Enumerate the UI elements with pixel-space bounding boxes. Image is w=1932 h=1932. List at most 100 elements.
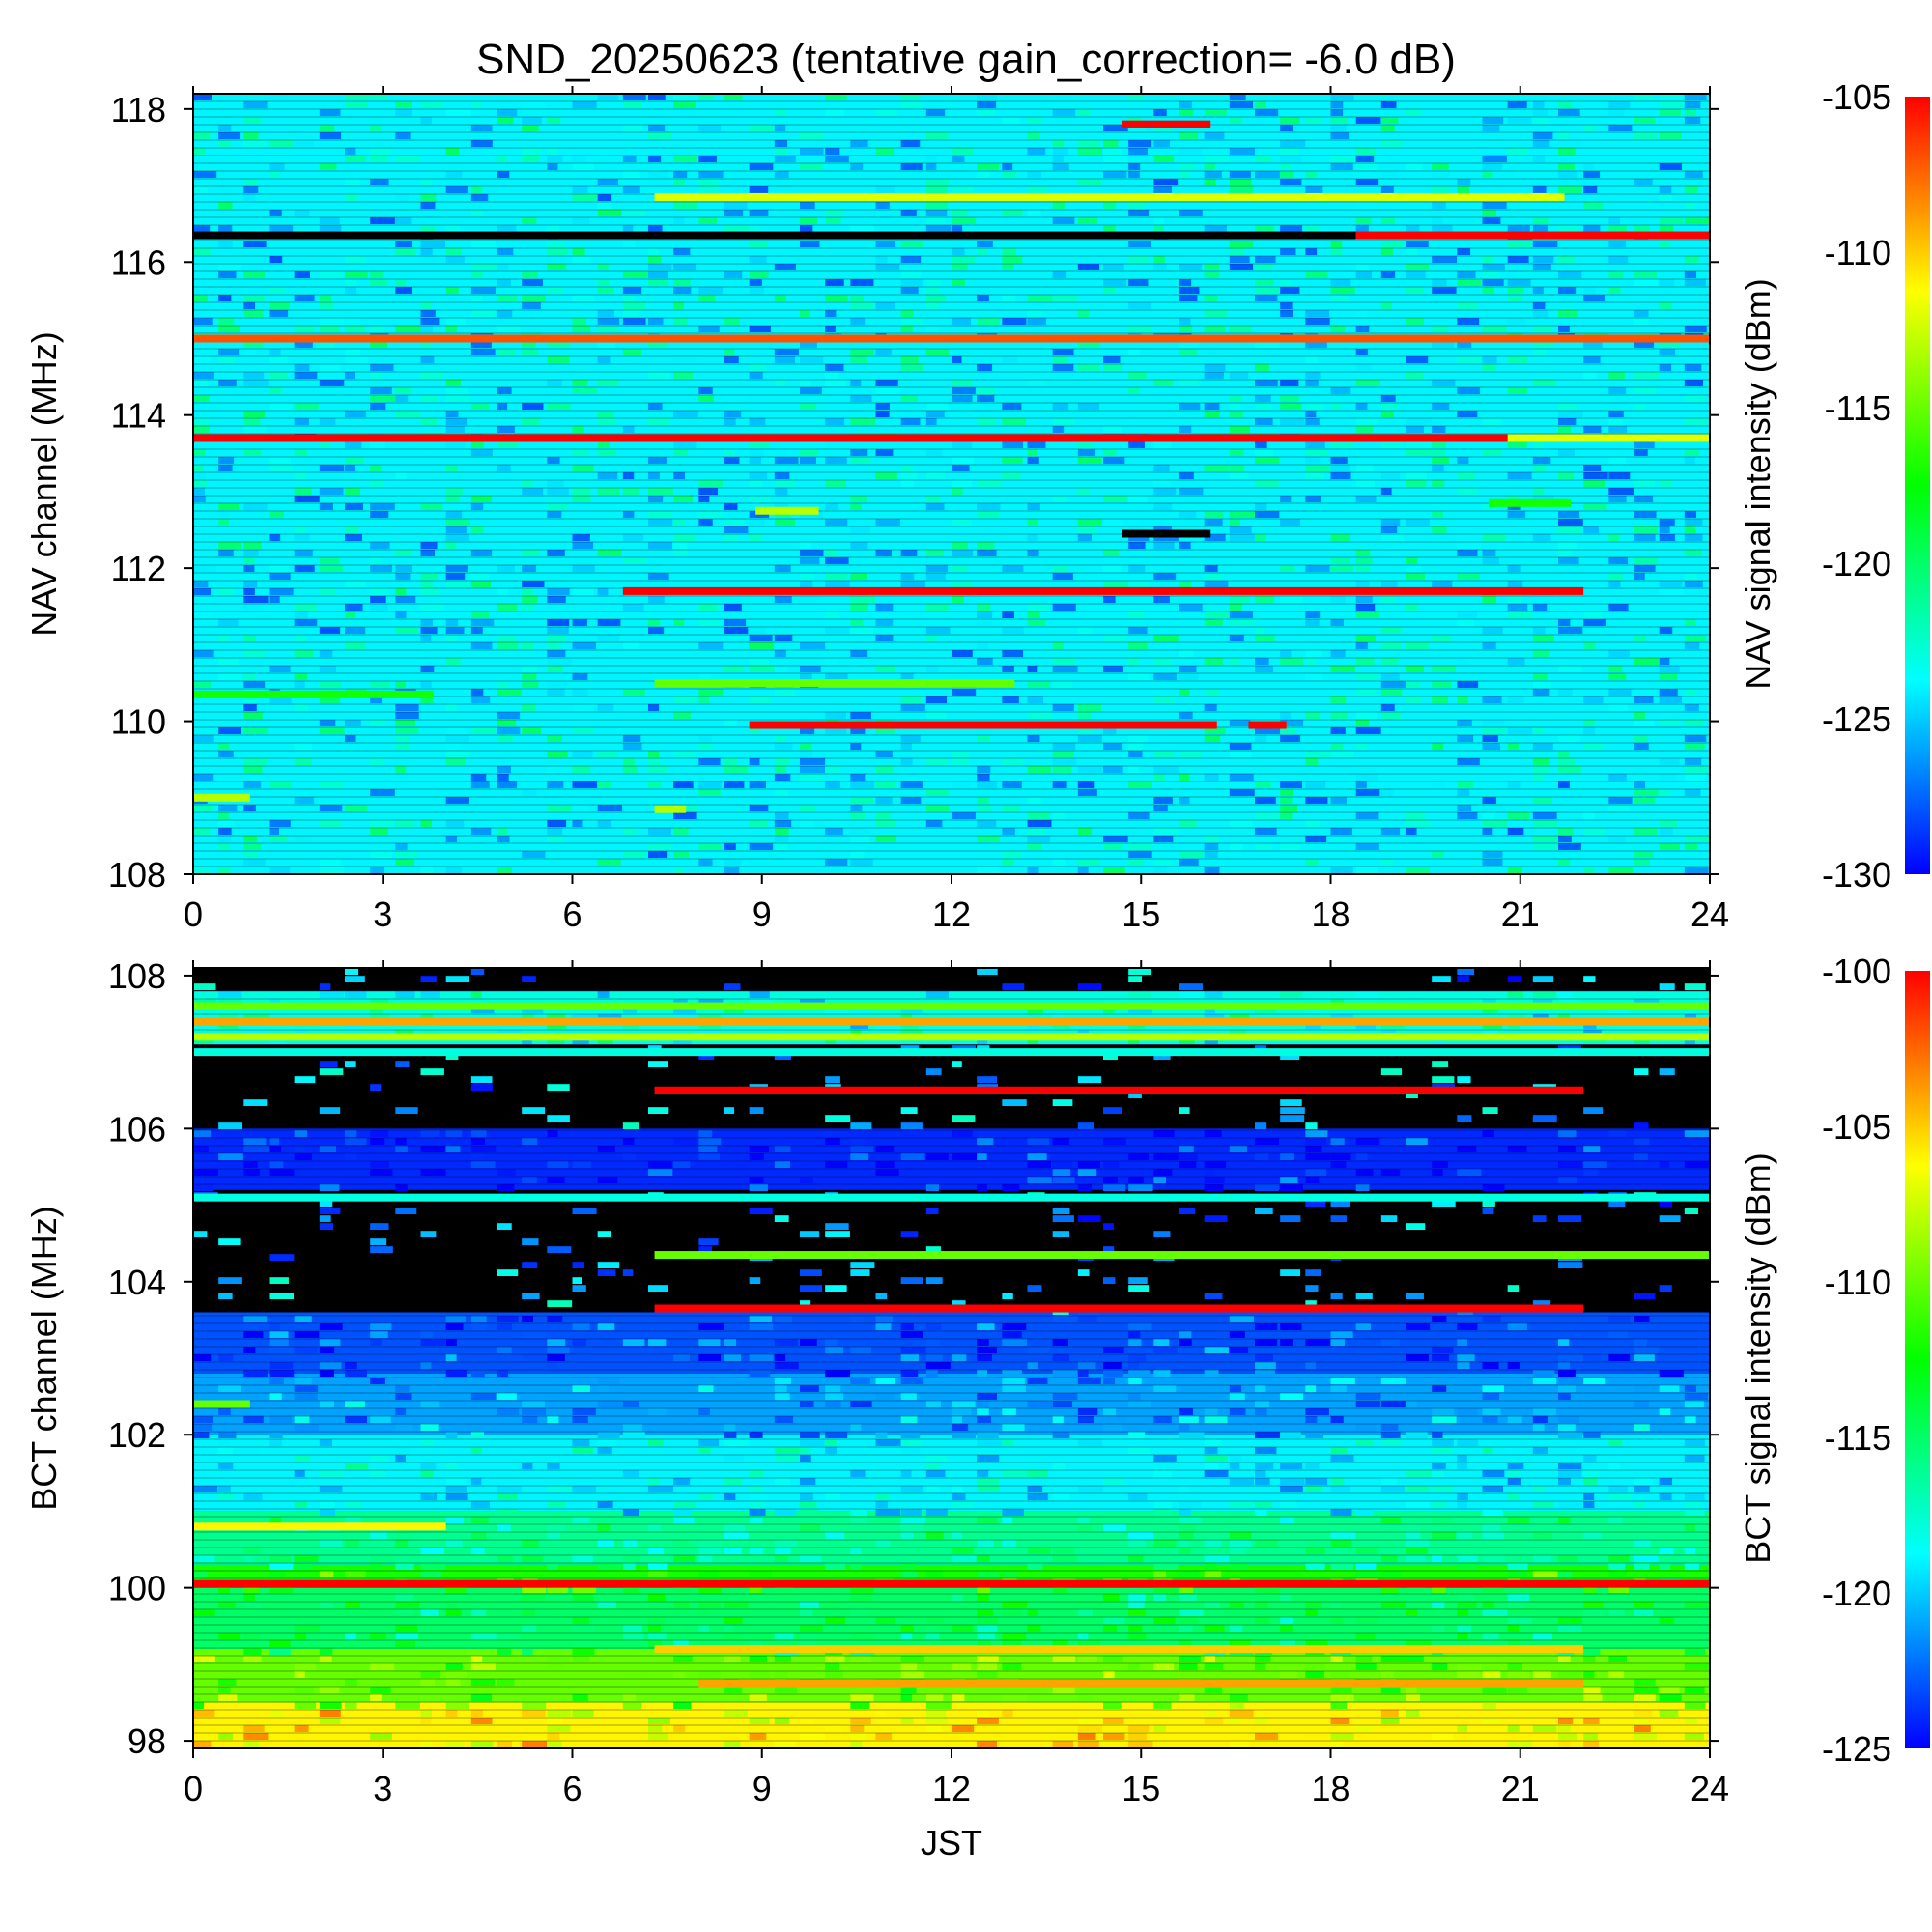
heatmap-cell [470,1130,487,1137]
heatmap-cell [1052,1555,1077,1562]
heatmap-cell [774,1540,798,1547]
heatmap-cell [1659,302,1672,309]
heatmap-cell [1103,635,1126,641]
heatmap-cell [648,828,671,835]
heatmap-cell [445,109,471,116]
heatmap-cell [522,279,543,286]
heatmap-cell [1532,604,1548,611]
heatmap-cell [1380,217,1396,224]
heatmap-cell [774,1161,791,1168]
heatmap-cell [724,758,737,765]
heatmap-cell [1634,1316,1650,1322]
heatmap-cell [395,735,411,742]
heatmap-cell [1507,1478,1521,1485]
heatmap-cell [193,256,207,263]
heatmap-cell [1457,789,1470,796]
heatmap-cell [698,1246,713,1253]
heatmap-cell [1659,1068,1675,1075]
heatmap-cell [875,1509,901,1516]
heatmap-cell [497,1323,512,1330]
heatmap-cell [319,1061,338,1067]
heatmap-cell [445,1370,468,1377]
heatmap-cell [319,380,345,386]
heatmap-cell [1659,1694,1682,1701]
heatmap-cell [1027,1486,1043,1492]
heatmap-cell [243,1741,259,1747]
heatmap-cell [1482,449,1502,456]
heatmap-cell [1255,1323,1278,1330]
heatmap-cell [1634,271,1658,278]
heatmap-cell [1330,1656,1343,1662]
signal-trace [1122,120,1211,128]
heatmap-cell [193,148,207,155]
heatmap-cell [1583,465,1602,471]
heatmap-cell [825,611,840,618]
heatmap-cell [470,101,482,108]
heatmap-cell [1255,225,1275,232]
heatmap-cell [370,828,389,835]
heatmap-cell [850,1022,869,1029]
heatmap-cell [1634,387,1657,394]
heatmap-cell [850,1146,874,1152]
heatmap-cell [1532,1532,1552,1539]
heatmap-cell [370,148,392,155]
heatmap-cell [1280,1640,1295,1647]
heatmap-cell [420,867,434,873]
heatmap-cell [850,380,862,386]
heatmap-cell [1659,1493,1672,1500]
heatmap-cell [698,1540,723,1547]
heatmap-cell [1406,1548,1428,1554]
heatmap-cell [370,1161,390,1168]
heatmap-cell [952,217,977,224]
heatmap-cell [1532,727,1545,734]
heatmap-cell [345,1540,359,1547]
heatmap-cell [749,480,763,487]
heatmap-cell [1482,1524,1501,1531]
heatmap-cell [1027,318,1047,325]
heatmap-cell [800,310,810,317]
heatmap-cell [1659,1370,1684,1377]
heatmap-cell [1406,372,1424,379]
heatmap-cell [497,1393,517,1400]
heatmap-cell [497,349,516,355]
heatmap-cell [1608,581,1621,587]
heatmap-cell [648,264,672,270]
heatmap-cell [319,1633,331,1639]
heatmap-cell [1255,341,1280,348]
heatmap-cell [1255,109,1279,116]
heatmap-cell [1558,1447,1576,1454]
heatmap-cell [1229,403,1241,410]
heatmap-cell [269,287,286,294]
heatmap-cell [1482,1625,1498,1632]
heatmap-cell [673,1501,697,1508]
heatmap-cell [269,94,288,100]
heatmap-cell [1052,418,1075,425]
heatmap-cell [445,287,459,294]
heatmap-cell [1179,1571,1200,1577]
heatmap-cell [193,1231,208,1237]
heatmap-cell [497,689,523,696]
heatmap-cell [445,727,467,734]
heatmap-cell [1482,851,1503,858]
heatmap-cell [749,1733,767,1740]
heatmap-cell [345,991,367,998]
heatmap-cell [977,1076,998,1083]
heatmap-cell [1229,241,1254,247]
heatmap-cell [1583,1470,1600,1477]
heatmap-cell [1229,1548,1246,1554]
heatmap-cell [1052,1370,1078,1377]
heatmap-cell [470,194,489,201]
heatmap-cell [572,186,588,193]
heatmap-cell [724,519,745,526]
heatmap-cell [1255,666,1273,672]
heatmap-cell [1077,1370,1089,1377]
heatmap-cell [345,318,360,325]
heatmap-cell [445,225,460,232]
heatmap-cell [1305,1478,1328,1485]
heatmap-cell [243,503,268,510]
heatmap-cell [193,457,214,464]
heatmap-cell [1558,1478,1571,1485]
heatmap-cell [1608,1486,1628,1492]
heatmap-cell [673,712,691,719]
heatmap-cell [1330,1617,1344,1624]
